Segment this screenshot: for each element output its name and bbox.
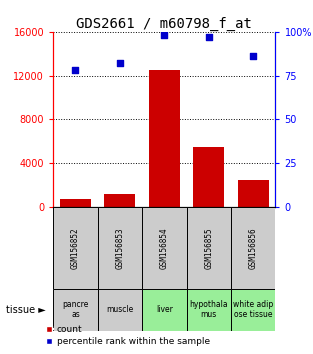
Text: GSM156853: GSM156853 xyxy=(115,227,124,269)
Bar xyxy=(60,199,91,207)
Text: GSM156852: GSM156852 xyxy=(71,227,80,269)
Text: liver: liver xyxy=(156,305,173,314)
Bar xyxy=(142,289,187,331)
Text: pancre
as: pancre as xyxy=(62,300,89,319)
Bar xyxy=(193,147,224,207)
Text: GSM156855: GSM156855 xyxy=(204,227,213,269)
Bar xyxy=(149,70,180,207)
Point xyxy=(162,33,167,38)
Bar xyxy=(98,289,142,331)
Text: GSM156856: GSM156856 xyxy=(249,227,258,269)
Point xyxy=(73,68,78,73)
Bar xyxy=(53,289,98,331)
Text: hypothala
mus: hypothala mus xyxy=(189,300,228,319)
Point xyxy=(206,34,211,40)
Bar xyxy=(142,207,187,289)
Bar xyxy=(98,207,142,289)
Text: tissue ►: tissue ► xyxy=(6,305,46,315)
Text: white adip
ose tissue: white adip ose tissue xyxy=(233,300,273,319)
Point xyxy=(117,61,122,66)
Bar xyxy=(231,207,275,289)
Bar xyxy=(187,289,231,331)
Bar xyxy=(104,194,136,207)
Bar xyxy=(231,289,275,331)
Text: GSM156854: GSM156854 xyxy=(160,227,169,269)
Legend: count, percentile rank within the sample: count, percentile rank within the sample xyxy=(42,321,213,349)
Bar xyxy=(187,207,231,289)
Title: GDS2661 / m60798_f_at: GDS2661 / m60798_f_at xyxy=(76,17,252,31)
Text: muscle: muscle xyxy=(106,305,134,314)
Point xyxy=(251,53,256,59)
Bar xyxy=(238,180,269,207)
Bar xyxy=(53,207,98,289)
